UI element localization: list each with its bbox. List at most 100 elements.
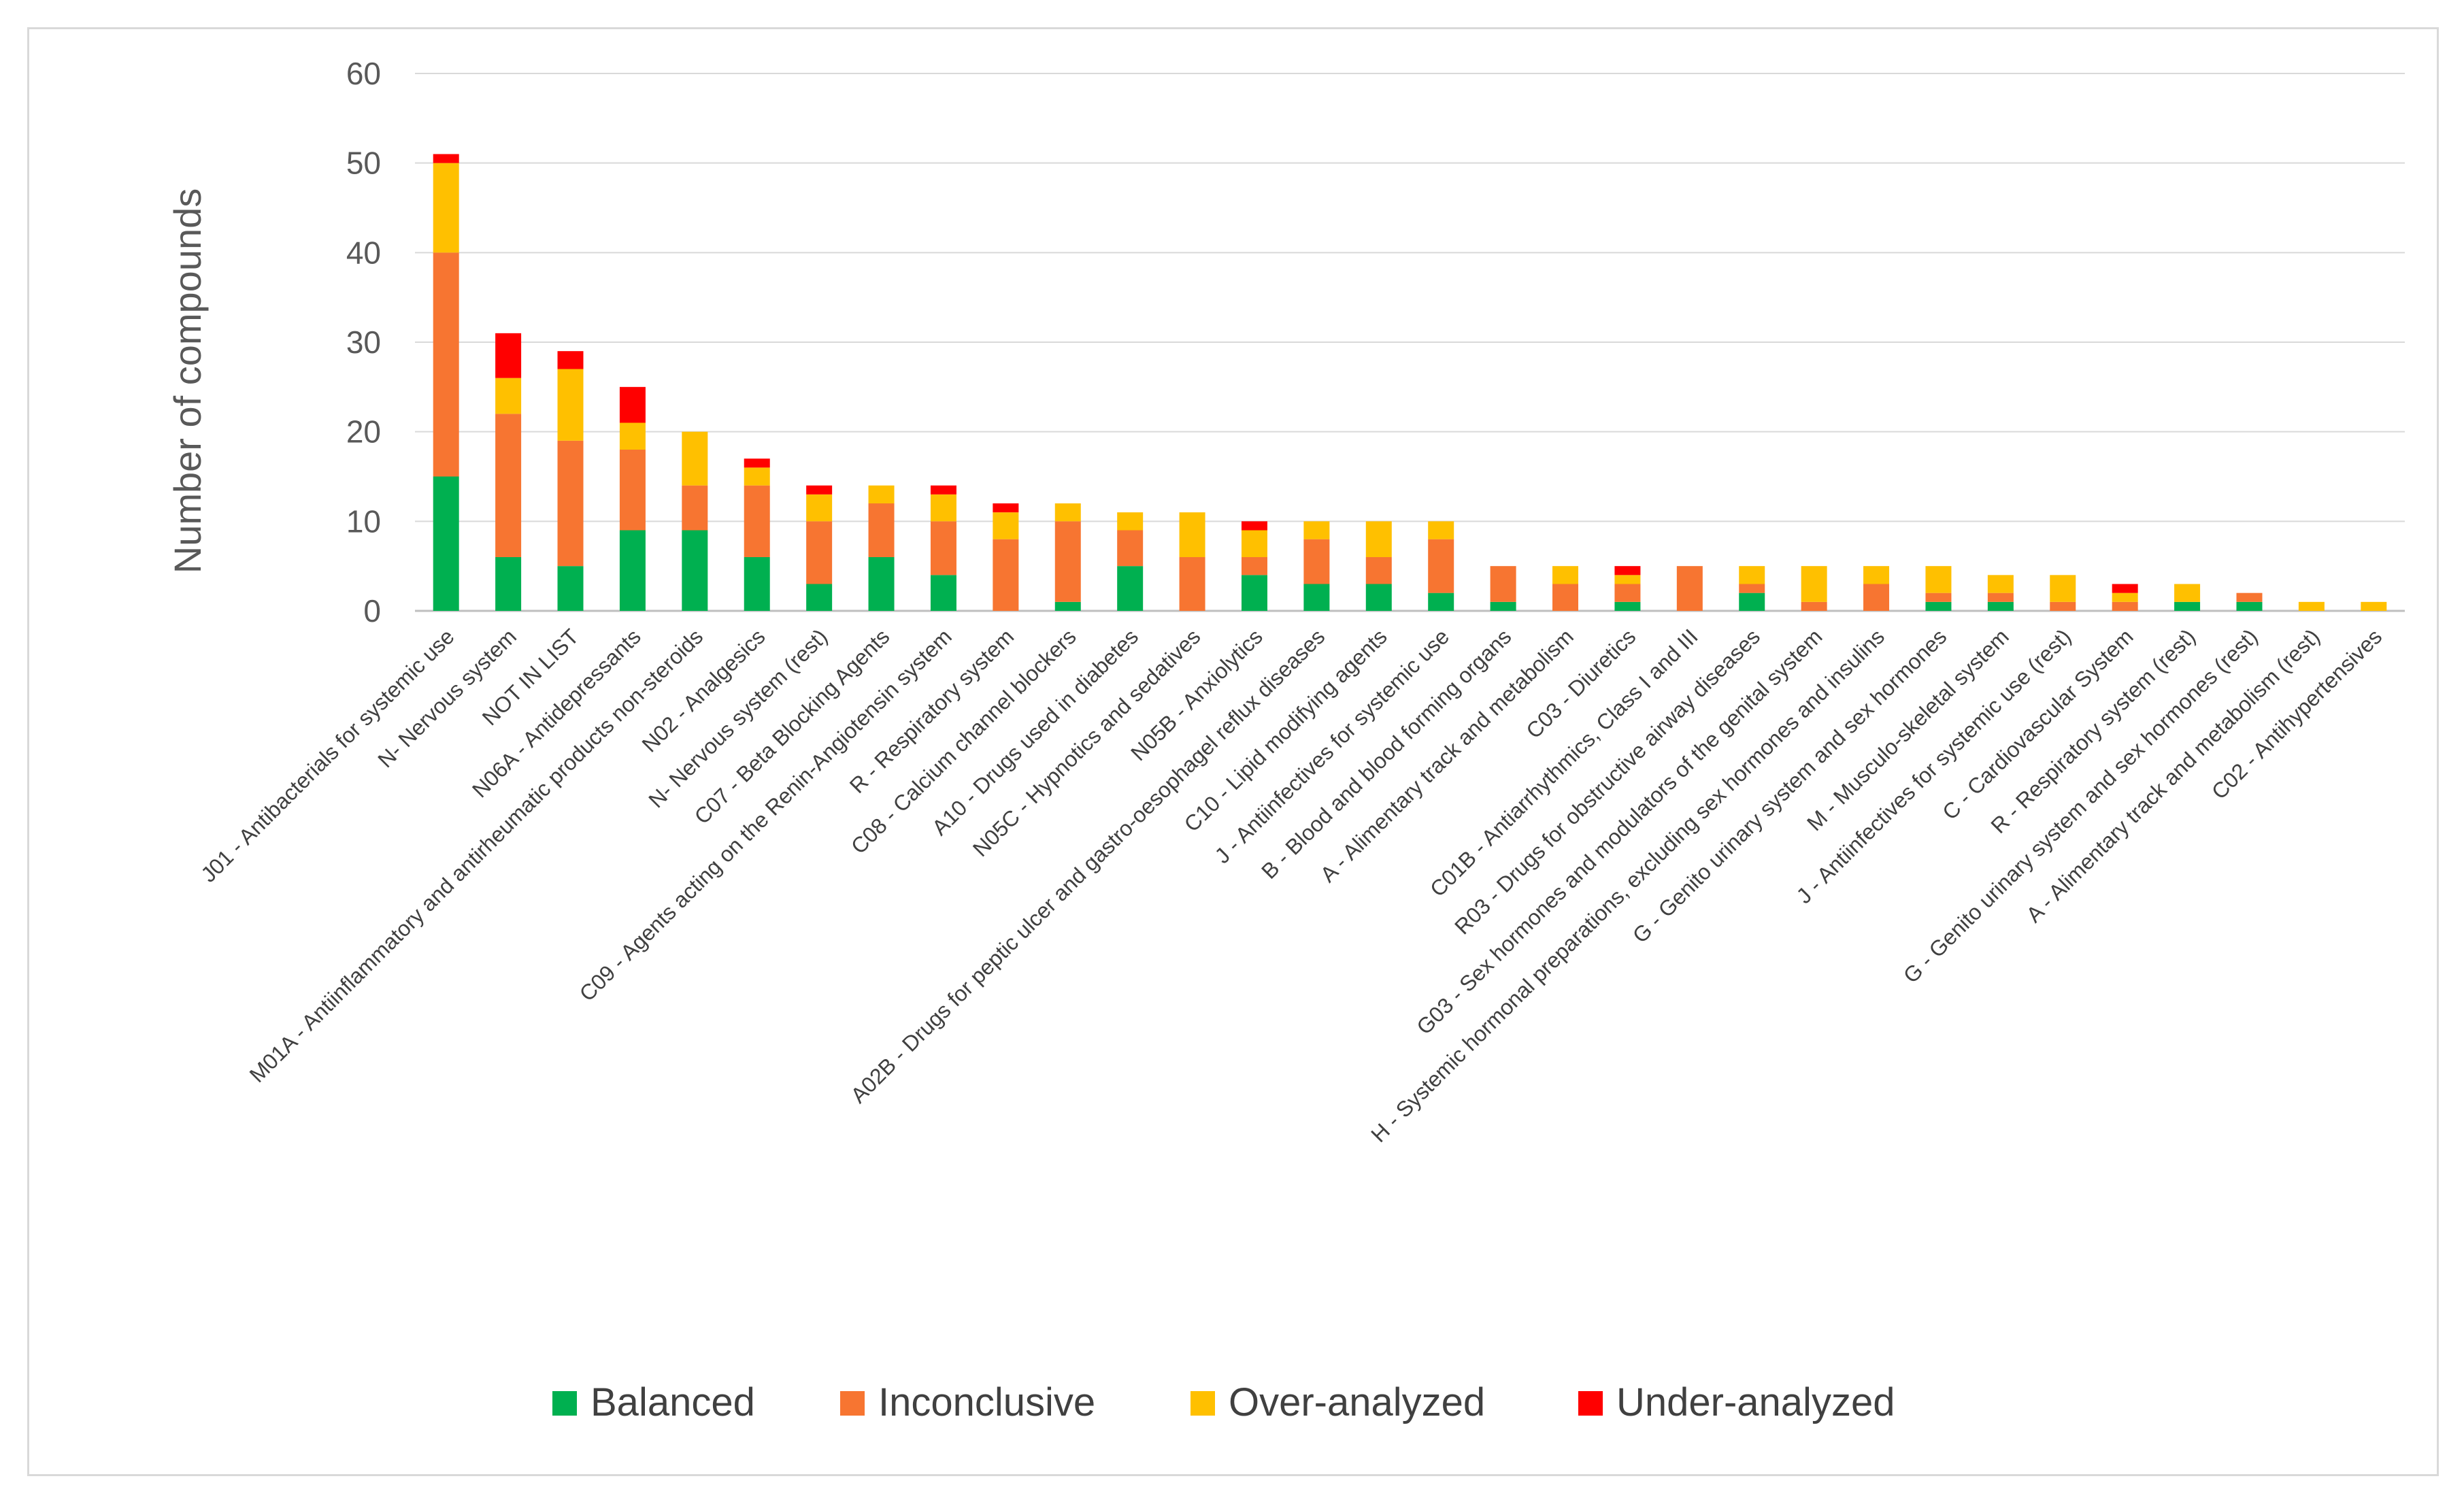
bar-segment-balanced [495, 557, 522, 611]
legend-label: Under-analyzed [1616, 1380, 1895, 1424]
bar-segment-inconclusive [868, 503, 895, 557]
bar-segment-under-analyzed [557, 351, 584, 369]
x-tick-label: C03 - Diuretics [1521, 624, 1640, 743]
bar-segment-balanced [1925, 601, 1952, 611]
bar-segment-inconclusive [2050, 601, 2076, 611]
bar-segment-inconclusive [1303, 539, 1330, 584]
bar-segment-inconclusive [682, 485, 708, 531]
bar-segment-inconclusive [930, 521, 956, 575]
bar-segment-over-analyzed [930, 494, 956, 522]
bar-segment-under-analyzed [433, 154, 459, 163]
y-tick-label: 10 [346, 503, 381, 539]
bar-segment-inconclusive [993, 539, 1019, 611]
bar-segment-balanced [868, 557, 895, 611]
legend: Balanced Inconclusive Over-analyzed Under-a… [552, 1380, 1895, 1424]
chart-frame [27, 27, 2439, 1476]
bar-segment-inconclusive [1552, 584, 1579, 611]
bar-segment-inconclusive [1490, 566, 1516, 602]
bar-segment-over-analyzed [1303, 521, 1330, 539]
bar-segment-over-analyzed [1863, 566, 1890, 584]
bar-segment-over-analyzed [1801, 566, 1827, 602]
gridlines [415, 73, 2405, 612]
bar-segment-over-analyzed [1987, 575, 2014, 593]
bar-segment-over-analyzed [1117, 512, 1144, 531]
bar-segment-inconclusive [1801, 601, 1827, 611]
y-axis-title: Number of compounds [166, 188, 209, 574]
bar-segment-balanced [1428, 593, 1454, 611]
legend-label: Inconclusive [878, 1380, 1095, 1424]
x-tick-label: N05C - Hypnotics and sedatives [968, 624, 1205, 861]
bar-segment-over-analyzed [1614, 575, 1641, 584]
bar-segment-over-analyzed [1241, 530, 1267, 557]
bar-segment-under-analyzed [2112, 584, 2138, 593]
bar-segment-inconclusive [1614, 584, 1641, 602]
legend-swatch [1578, 1391, 1603, 1416]
bar-segment-balanced [2174, 601, 2201, 611]
x-axis-ticks: J01 - Antibacterials for systemic useN- … [196, 624, 2386, 1147]
bar-segment-inconclusive [1179, 557, 1205, 611]
bar-segment-inconclusive [2236, 593, 2263, 602]
bar-segment-over-analyzed [1552, 566, 1579, 584]
bar-segment-inconclusive [1925, 593, 1952, 602]
bar-segment-over-analyzed [993, 512, 1019, 539]
bar-segment-over-analyzed [744, 467, 770, 486]
bar-segment-balanced [1490, 601, 1516, 611]
bar-segment-inconclusive [744, 485, 770, 557]
bar-segment-inconclusive [1241, 557, 1267, 575]
bar-segment-inconclusive [557, 440, 584, 567]
bar-segment-balanced [806, 584, 833, 611]
bar-segment-under-analyzed [744, 458, 770, 468]
bar-segment-under-analyzed [495, 333, 522, 378]
bar-segment-balanced [619, 530, 646, 611]
legend-label: Over-analyzed [1229, 1380, 1485, 1424]
bar-segment-over-analyzed [2050, 575, 2076, 602]
bar-segment-over-analyzed [557, 369, 584, 441]
y-tick-label: 60 [346, 56, 381, 91]
bar-segment-inconclusive [433, 252, 459, 477]
bar-segment-under-analyzed [993, 503, 1019, 513]
bar-segment-under-analyzed [1241, 521, 1267, 531]
bar-segment-over-analyzed [495, 378, 522, 414]
bar-segment-inconclusive [1863, 584, 1890, 611]
bar-segment-under-analyzed [619, 386, 646, 423]
y-tick-label: 20 [346, 414, 381, 450]
bar-segment-over-analyzed [433, 163, 459, 253]
bar-segment-balanced [1365, 584, 1392, 611]
bar-segment-inconclusive [1117, 530, 1144, 567]
legend-label: Balanced [590, 1380, 755, 1424]
bar-segment-over-analyzed [868, 485, 895, 503]
bar-segment-over-analyzed [1179, 512, 1205, 557]
bar-segment-over-analyzed [2298, 601, 2325, 611]
bar-segment-inconclusive [1428, 539, 1454, 593]
y-axis-ticks: 0 10 20 30 40 50 60 [346, 56, 381, 629]
bar-segment-over-analyzed [2174, 584, 2201, 602]
bar-segment-under-analyzed [930, 485, 956, 495]
y-tick-label: 50 [346, 146, 381, 181]
bar-segment-balanced [1739, 593, 1765, 611]
x-tick-label: M01A - Antiinflammatory and antirheumati… [245, 624, 708, 1087]
x-tick-label: J01 - Antibacterials for systemic use [196, 624, 459, 886]
bar-segment-inconclusive [1987, 593, 2014, 602]
y-tick-label: 30 [346, 324, 381, 360]
bar-segment-inconclusive [1739, 584, 1765, 593]
bar-segment-balanced [930, 575, 956, 611]
bar-segment-over-analyzed [1365, 521, 1392, 557]
bar-segment-inconclusive [1676, 566, 1703, 611]
bar-segment-balanced [744, 557, 770, 611]
bar-segment-under-analyzed [1614, 566, 1641, 575]
bar-segment-inconclusive [2112, 601, 2138, 611]
bar-segment-over-analyzed [2361, 601, 2387, 611]
bar-segment-over-analyzed [2112, 593, 2138, 602]
x-tick-label: C08 - Calcium channel blockers [846, 624, 1081, 858]
bars [433, 154, 2387, 611]
bar-segment-balanced [433, 476, 459, 611]
bar-segment-over-analyzed [1428, 521, 1454, 539]
bar-segment-balanced [1117, 566, 1144, 611]
bar-segment-over-analyzed [806, 494, 833, 522]
bar-segment-balanced [682, 530, 708, 611]
x-tick-label: A - Alimentary track and metabolism (res… [2021, 624, 2324, 927]
bar-segment-balanced [2236, 601, 2263, 611]
bar-segment-inconclusive [1365, 557, 1392, 584]
bar-segment-inconclusive [806, 521, 833, 584]
